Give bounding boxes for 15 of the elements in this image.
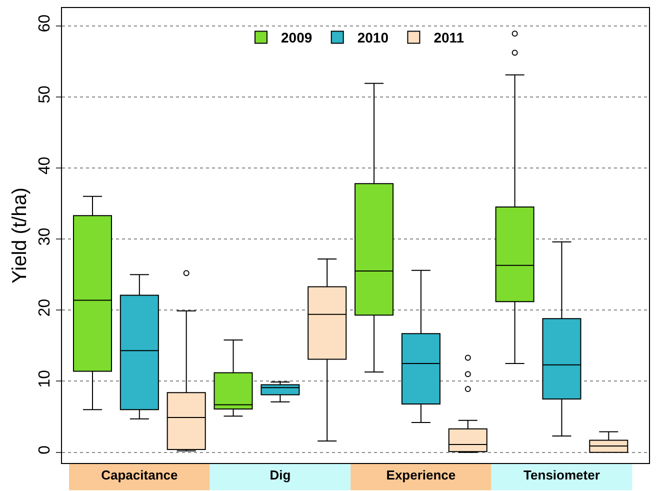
legend-label: 2011 xyxy=(434,30,464,46)
x-tick-label: Dig xyxy=(270,468,291,483)
y-tick-label: 50 xyxy=(36,85,54,104)
x-tick-label: Capacitance xyxy=(101,468,178,483)
y-tick-label: 20 xyxy=(36,298,54,317)
x-tick-label: Experience xyxy=(386,468,456,483)
legend-label: 2009 xyxy=(281,30,312,46)
x-tick-label: Tensiometer xyxy=(524,468,600,483)
y-tick-label: 60 xyxy=(36,14,54,32)
y-axis-title: Yield (t/ha) xyxy=(9,188,32,284)
legend-label: 2010 xyxy=(357,30,389,46)
y-tick-label: 0 xyxy=(36,445,54,454)
y-tick-label: 10 xyxy=(36,370,54,388)
y-tick-label: 30 xyxy=(36,228,54,246)
y-tick-label: 40 xyxy=(36,156,54,174)
